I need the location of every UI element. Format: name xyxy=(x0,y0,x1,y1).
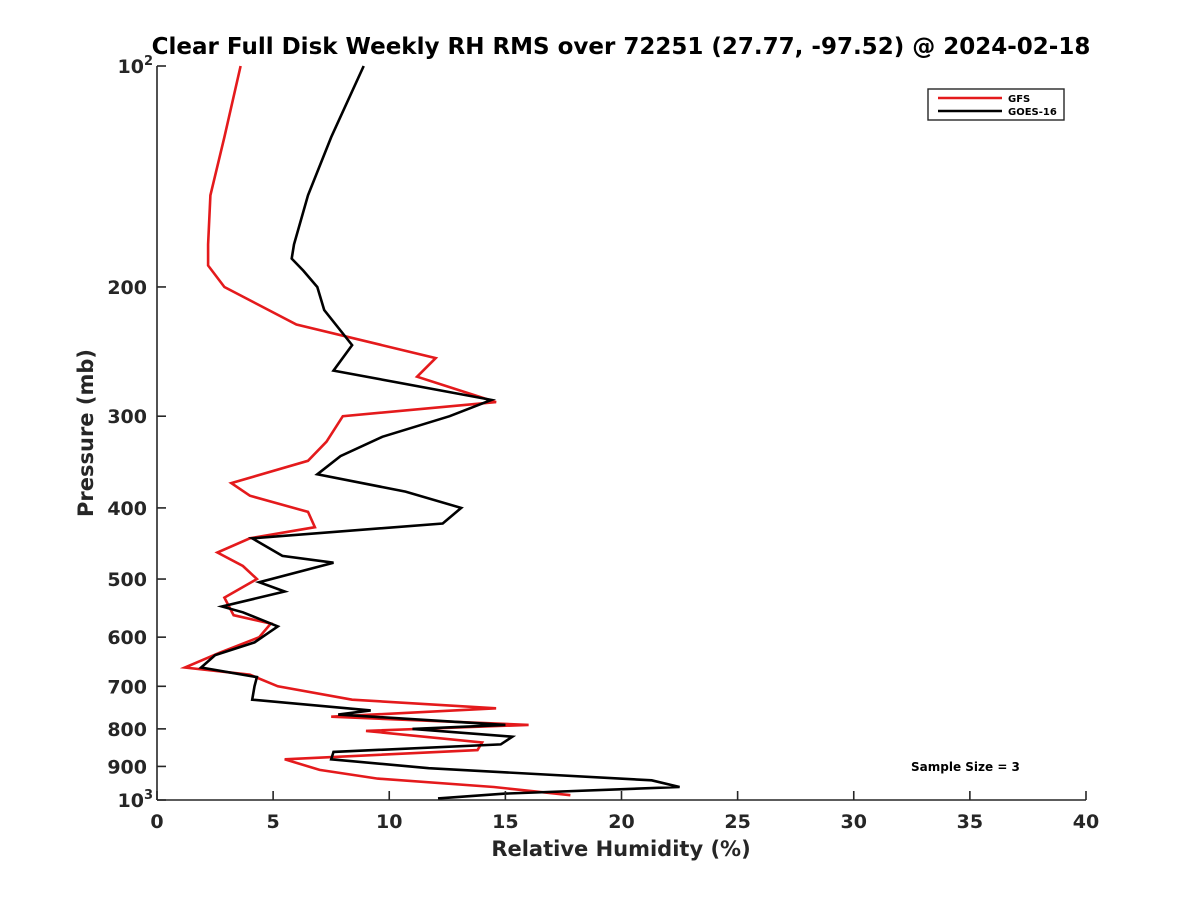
x-tick-label: 10 xyxy=(376,811,402,833)
y-tick-label: 103 xyxy=(118,788,154,812)
legend-label-1: GFS xyxy=(1008,94,1030,105)
y-tick-exponent: 3 xyxy=(144,788,153,803)
y-tick-base: 10 xyxy=(118,790,144,812)
x-tick-label: 15 xyxy=(492,811,518,833)
y-tick-label: 200 xyxy=(107,277,147,299)
legend-label-2: GOES-16 xyxy=(1008,107,1057,118)
y-tick-label: 500 xyxy=(107,569,147,591)
y-axis-label: Pressure (mb) xyxy=(74,349,98,517)
y-tick-label: 900 xyxy=(107,756,147,778)
x-tick-label: 25 xyxy=(724,811,750,833)
sample-size-annotation: Sample Size = 3 xyxy=(911,760,1020,774)
x-axis-label: Relative Humidity (%) xyxy=(491,837,750,861)
y-tick-label: 700 xyxy=(107,676,147,698)
series-line-1 xyxy=(179,65,571,797)
axes-layer: 0 5 10 15 20 25 30 35 40102200300400500600700800… xyxy=(107,54,1099,833)
series-line-2 xyxy=(198,65,680,800)
x-tick-label: 0 xyxy=(150,811,163,833)
y-tick-label: 400 xyxy=(107,498,147,520)
y-tick-base: 10 xyxy=(118,56,144,78)
y-tick-label: 102 xyxy=(118,54,154,78)
chart-title: Clear Full Disk Weekly RH RMS over 72251… xyxy=(152,34,1091,60)
x-tick-label: 30 xyxy=(841,811,867,833)
legend: GFS GOES-16 xyxy=(927,88,1065,121)
series-layer xyxy=(179,65,680,800)
y-tick-exponent: 2 xyxy=(144,54,153,69)
y-tick-label: 800 xyxy=(107,719,147,741)
x-tick-label: 35 xyxy=(957,811,983,833)
legend-box xyxy=(927,88,1065,121)
x-tick-label: 20 xyxy=(608,811,634,833)
y-tick-label: 300 xyxy=(107,406,147,428)
y-tick-label: 600 xyxy=(107,627,147,649)
x-tick-label: 5 xyxy=(267,811,280,833)
x-tick-label: 40 xyxy=(1073,811,1099,833)
